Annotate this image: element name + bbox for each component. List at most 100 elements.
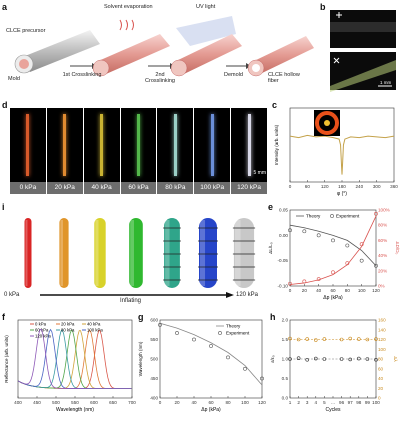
x-tick-label: 1: [289, 400, 292, 405]
fiber-glow: [136, 114, 140, 176]
experiment-point: [288, 281, 292, 286]
arrow-label: Inflating: [120, 298, 142, 304]
pressure-caption: 20 kPa: [46, 182, 83, 194]
x-tick-label: 40: [316, 288, 322, 293]
fiber-photo: 40 kPa: [83, 108, 120, 194]
y-tick-label: 0.05: [279, 208, 288, 213]
x-tick-label: 240: [355, 184, 363, 189]
x-tick-label: 180: [338, 184, 346, 189]
legend-experiment-swatch: [218, 331, 222, 335]
panel-f: f 400 450 500 550 600 650 700 0 kPa 20 kPa 40 kPa…: [0, 312, 136, 419]
y-axis-label-left: ΔL/L₀: [268, 242, 273, 253]
y-right-tick-label: 140: [378, 327, 386, 332]
panel-label-c: c: [272, 100, 278, 110]
y-right-tick-label: 60%: [378, 238, 387, 243]
y-axis-label-left: ε/ε₀: [270, 355, 275, 362]
x-tick-label: 2: [297, 400, 300, 405]
inset-ring: [315, 111, 339, 135]
theory-line: [289, 224, 377, 267]
strain-point: [365, 357, 370, 361]
experiment-point: [158, 322, 162, 327]
y-axis-label: Wavelength (nm): [138, 341, 143, 376]
y-tick-label: -0.05: [278, 258, 289, 263]
shift-point: [322, 337, 327, 341]
y-right-tick-label: 60: [378, 366, 384, 371]
panel-g: g 0 20 40 60 80 100 120 400 450 500 550 600 Theory Ex…: [136, 312, 268, 419]
inflated-tube: [232, 218, 256, 288]
legend-label: 120 kPa: [35, 334, 51, 339]
label-solvent: Solvent evaporation: [104, 4, 153, 10]
experiment-point: [226, 355, 230, 360]
y-right-tick-label: 120: [378, 337, 386, 342]
x-tick-label: 500: [52, 400, 60, 405]
panel-label-i: i: [2, 202, 5, 212]
legend-label: 100 kPa: [87, 328, 103, 333]
experiment-point: [192, 337, 196, 342]
experiment-point: [374, 263, 378, 268]
inflating-arrowhead: [226, 292, 234, 298]
pressure-caption: 100 kPa: [194, 182, 231, 194]
x-axis-label: φ (°): [337, 191, 347, 197]
y-tick-label: 0.5: [282, 376, 289, 381]
tube-highlight: [25, 220, 28, 286]
x-tick-label: 0: [289, 288, 292, 293]
x-tick-label: 60: [305, 184, 311, 189]
theory-line: [289, 215, 377, 285]
y-tick-label: 500: [150, 357, 158, 362]
experiment-point: [302, 229, 307, 234]
x-tick-label: 80: [225, 400, 231, 405]
y-tick-label: 450: [150, 376, 158, 381]
experiment-point: [260, 376, 264, 381]
legend-theory: Theory: [226, 324, 241, 329]
tube-highlight: [95, 220, 99, 286]
x-tick-label: 20: [174, 400, 180, 405]
y-right-tick-label: 20: [378, 386, 384, 391]
y-right-tick-label: 40: [378, 376, 384, 381]
mold-stage: [14, 30, 100, 74]
tube-body: [233, 218, 255, 288]
shift-point: [339, 337, 344, 342]
y-tick-label: 400: [150, 396, 158, 401]
second-crosslink-stage: [170, 16, 242, 77]
fiber-photo: 80 kPa: [157, 108, 194, 194]
panel-d: d 0 kPa 20 kPa 40 kPa 60 kPa 80 kPa 100 kPa 12…: [0, 100, 270, 198]
inset-center: [324, 120, 330, 126]
inflated-tube: [129, 218, 143, 288]
tube-body: [24, 218, 32, 288]
y-right-tick-label: 0%: [378, 284, 385, 289]
experiment-point: [175, 331, 179, 335]
x-tick-label: 100: [372, 400, 380, 405]
shift-point: [305, 337, 310, 341]
x-tick-label: 360: [390, 184, 398, 189]
x-tick-label: 700: [128, 400, 136, 405]
fiber-glow: [100, 114, 104, 176]
fiber-photo: 20 kPa: [46, 108, 83, 194]
y-tick-label: 600: [150, 318, 158, 323]
chart-h: 1 2 3 4 5... 96 97 98 99 1000.00.51.01.52.0020406…: [270, 318, 398, 414]
shift-point: [365, 337, 370, 342]
x-axis-label: Δp (kPa): [201, 407, 221, 413]
x-tick-label: 650: [109, 400, 117, 405]
x-tick-label: 600: [90, 400, 98, 405]
x-tick-label: 400: [14, 400, 22, 405]
experiment-point: [288, 228, 292, 233]
first-crosslink-stage: [92, 19, 170, 77]
experiment-point: [331, 238, 335, 243]
tube-body: [199, 218, 217, 288]
y-right-tick-label: 100: [378, 347, 386, 352]
x-tick-label: 120: [258, 400, 266, 405]
legend-theory: Theory: [306, 214, 321, 219]
panel-b: b 1 mm: [320, 0, 400, 95]
legend-label: 40 kPa: [87, 322, 101, 327]
pressure-caption: 80 kPa: [157, 182, 194, 194]
y-axis-label: Intensity (arb. units): [274, 124, 279, 165]
panel-label-a: a: [2, 2, 8, 12]
x-tick-label: 120: [372, 288, 380, 293]
chart-c: 0 60 120 180 240 300 360 φ (°) Intensity (arb. u…: [274, 107, 398, 197]
y-axis-label: Reflectance (arb. units): [4, 335, 9, 383]
x-tick-label: 5: [323, 400, 326, 405]
y-tick-label: 0.0: [282, 396, 289, 401]
x-tick-label: 60: [330, 288, 336, 293]
legend-label: 80 kPa: [61, 328, 75, 333]
polarized-micrographs: [330, 10, 396, 92]
